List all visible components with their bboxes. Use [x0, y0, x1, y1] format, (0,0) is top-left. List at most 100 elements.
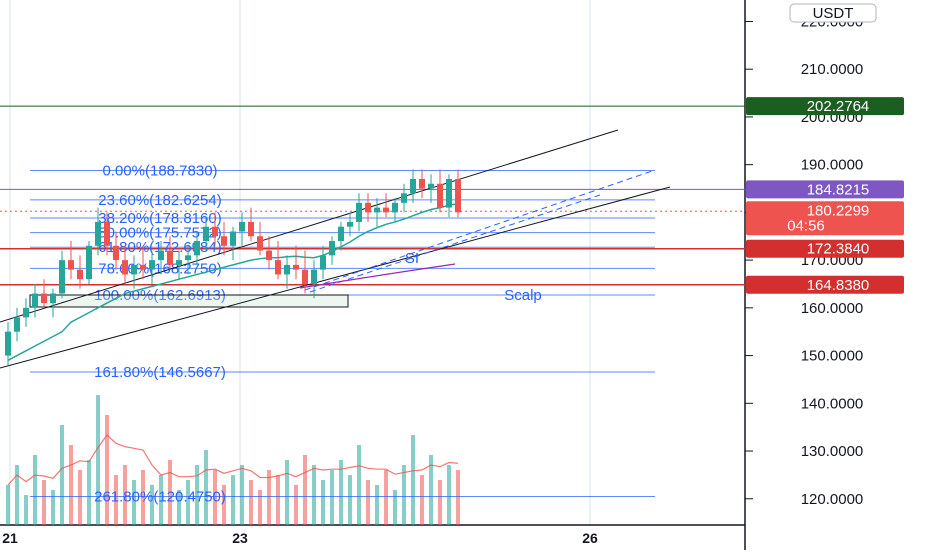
si-annotation: SI: [405, 250, 419, 267]
candle-body: [437, 183, 443, 208]
fib-level-label: 78.60%(168.2750): [98, 260, 221, 277]
candle-body: [176, 260, 182, 265]
candle-body: [32, 293, 38, 308]
price-tag[interactable]: [746, 239, 904, 258]
price-tag-label: 180.2299: [807, 202, 870, 219]
candle-body: [275, 260, 281, 275]
candle-body: [347, 221, 353, 227]
volume-bar: [132, 480, 136, 525]
price-tick-label: 130.0000: [801, 443, 864, 460]
candle-body: [374, 207, 380, 213]
candle-body: [455, 178, 461, 213]
volume-bar: [60, 425, 64, 525]
volume-bar: [249, 480, 253, 525]
price-tick-label: 140.0000: [801, 395, 864, 412]
volume-bar: [24, 495, 28, 525]
currency-badge[interactable]: [789, 3, 877, 23]
candle-body: [194, 241, 200, 256]
zone-rectangle[interactable]: [29, 294, 349, 308]
volume-bar: [159, 475, 163, 525]
candle-body: [392, 202, 398, 213]
volume-bar: [141, 470, 145, 525]
candle-body: [239, 221, 245, 232]
fib-level-label: 23.60%(182.6254): [98, 192, 221, 209]
candle-body: [230, 231, 236, 246]
candle-body: [158, 250, 164, 261]
fib-level-label: 61.80%(172.6984): [98, 239, 221, 256]
volume-bar: [42, 480, 46, 525]
fib-level-label: 261.80%(120.4750): [94, 488, 226, 505]
volume-bar: [213, 470, 217, 525]
price-tag[interactable]: [746, 97, 904, 116]
volume-bar: [240, 465, 244, 525]
volume-bar: [204, 450, 208, 525]
candle-body: [68, 260, 74, 270]
moving-average-line: [7, 203, 459, 362]
channel-upper-line[interactable]: [0, 129, 619, 323]
candle-body: [185, 255, 191, 261]
candle-body: [140, 264, 146, 270]
candle-body: [266, 250, 272, 261]
fib-level-label: 161.80%(146.5667): [94, 364, 226, 381]
candle-body: [113, 245, 119, 261]
candle-body: [212, 226, 218, 237]
volume-bar: [339, 460, 343, 525]
volume-bar: [222, 485, 226, 525]
volume-bar: [78, 470, 82, 525]
fib-level-label: 0.00%(188.7830): [102, 162, 217, 179]
dashed-channel-line[interactable]: [309, 194, 601, 293]
candle-body: [122, 260, 128, 275]
volume-bar: [393, 490, 397, 525]
dashed-channel-line[interactable]: [304, 169, 656, 291]
volume-bar: [357, 445, 361, 525]
candle-body: [149, 260, 155, 270]
volume-bar: [402, 465, 406, 525]
volume-ma-line: [7, 434, 459, 486]
volume-bar: [231, 475, 235, 525]
volume-bar: [429, 455, 433, 525]
volume-bar: [285, 460, 289, 525]
volume-bar: [114, 475, 118, 525]
candle-body: [338, 226, 344, 242]
volume-bar: [168, 460, 172, 525]
volume-bar: [366, 480, 370, 525]
fib-level-label: 38.20%(178.8160): [98, 210, 221, 227]
price-tick-label: 210.0000: [801, 61, 864, 78]
candle-body: [5, 331, 11, 356]
candle-body: [14, 317, 20, 332]
time-label: 26: [582, 530, 598, 546]
candle-body: [104, 221, 110, 246]
candle-body: [320, 255, 326, 270]
volume-bar: [375, 485, 379, 525]
volume-bar: [348, 475, 352, 525]
candle-body: [293, 264, 299, 270]
currency-label: USDT: [813, 5, 854, 22]
time-label: 23: [232, 530, 248, 546]
price-tag[interactable]: [746, 275, 904, 294]
candle-body: [311, 269, 317, 284]
countdown-label: 04:56: [787, 217, 825, 234]
volume-bar: [150, 485, 154, 525]
price-tag[interactable]: [746, 180, 904, 199]
channel-lower-line[interactable]: [0, 186, 671, 369]
candle-body: [365, 202, 371, 213]
candle-body: [203, 226, 209, 242]
volume-bar: [15, 465, 19, 525]
candle-body: [41, 293, 47, 304]
candle-body: [284, 264, 290, 275]
volume-bar: [51, 490, 55, 525]
volume-bar: [258, 490, 262, 525]
price-tag[interactable]: [746, 201, 904, 236]
time-label: 21: [2, 530, 18, 546]
volume-bar: [105, 415, 109, 525]
volume-bar: [123, 465, 127, 525]
volume-bar: [456, 470, 460, 525]
volume-bar: [321, 480, 325, 525]
candle-body: [383, 207, 389, 213]
candle-body: [167, 250, 173, 265]
volume-bar: [87, 460, 91, 525]
volume-bar: [420, 475, 424, 525]
price-tag-label: 202.2764: [807, 98, 870, 115]
